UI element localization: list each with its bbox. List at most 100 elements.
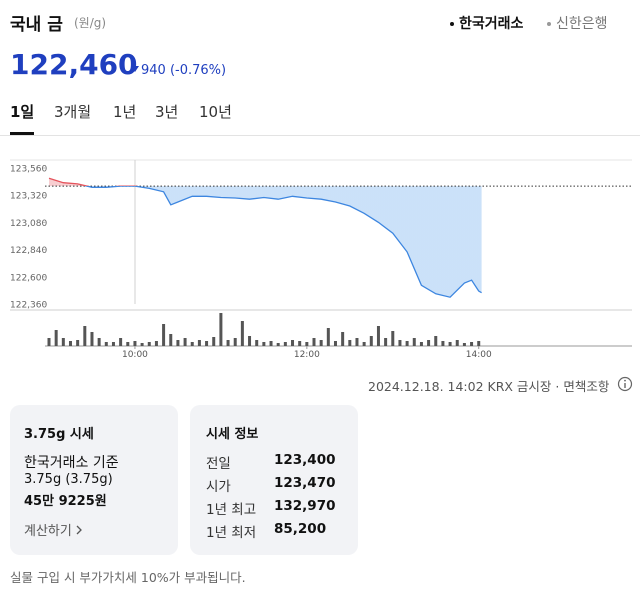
y-tick-label: 123,320 [10, 192, 47, 202]
volume-bar [54, 330, 58, 346]
volume-bar [298, 341, 302, 346]
y-tick-label: 122,840 [10, 246, 47, 256]
volume-bar [455, 340, 459, 346]
price-line [48, 177, 482, 298]
info-value: 132,970 [274, 498, 336, 514]
info-label: 시가 [206, 479, 231, 495]
unit: (원/g) [74, 16, 107, 30]
card-amount: 45만 9225원 [24, 494, 107, 509]
volume-bar [470, 342, 474, 346]
y-tick-label: 122,600 [10, 273, 47, 283]
volume-bar [97, 338, 101, 346]
volume-bar [104, 342, 108, 346]
info-value: 123,400 [274, 452, 336, 468]
card-weight: 3.75g (3.75g) [24, 472, 113, 487]
volume-bar [240, 321, 244, 346]
calc-button[interactable]: 계산하기 [24, 520, 83, 539]
volume-bar [369, 336, 373, 346]
volume-bar [212, 337, 216, 346]
volume-bar [169, 334, 173, 346]
info-label: 전일 [206, 456, 231, 472]
source-label: 신한은행 [556, 16, 608, 32]
volume-bar [405, 341, 409, 346]
period-tab[interactable]: 1일 [10, 103, 35, 121]
source-tab[interactable]: 신한은행 [547, 13, 608, 33]
volume-bar [162, 324, 166, 346]
volume-bar [448, 342, 452, 346]
tab-underline [10, 132, 34, 135]
volume-bar [76, 340, 80, 346]
down-arrow [131, 66, 139, 72]
volume-bar [326, 328, 330, 346]
volume-bar [154, 341, 158, 346]
volume-bar [111, 342, 115, 346]
volume-bar [226, 340, 230, 346]
volume-bar [312, 338, 316, 346]
x-tick-label: 14:00 [466, 350, 492, 360]
volume-bar [348, 340, 352, 346]
volume-bar [140, 343, 144, 346]
card-title: 3.75g 시세 [24, 427, 94, 442]
volume-bar [376, 326, 380, 346]
y-tick-label: 123,080 [10, 219, 47, 229]
x-tick-label: 10:00 [122, 350, 148, 360]
volume-bar [219, 313, 223, 346]
volume-bar [61, 338, 65, 346]
area-fill [49, 178, 482, 298]
volume-bar [262, 342, 266, 346]
timestamp: 2024.12.18. 14:02 KRX 금시장 · 면책조항 [368, 379, 610, 394]
volume-bar [255, 340, 259, 346]
volume-bar [477, 341, 481, 346]
volume-bar [391, 331, 395, 346]
volume-bar [412, 338, 416, 346]
info-icon[interactable] [617, 376, 633, 392]
volume-bar [197, 340, 201, 346]
info-label: 1년 최고 [206, 502, 257, 518]
volume-bar [305, 342, 309, 346]
info-card: 시세 정보 전일 123,400 시가 123,470 1년 최고 132,970 1년 최… [190, 405, 358, 555]
volume-bar [276, 343, 280, 346]
period-tab[interactable]: 10년 [199, 103, 232, 121]
source-label: 한국거래소 [459, 16, 524, 32]
volume-bar [183, 338, 187, 346]
volume-bar [90, 332, 94, 346]
volume-bar [427, 340, 431, 346]
volume-bar [83, 326, 87, 346]
divider [0, 135, 640, 136]
volume-bar [269, 341, 273, 346]
volume-bar [333, 341, 337, 346]
price-card: 3.75g 시세 한국거래소 기준 3.75g (3.75g) 45만 9225… [10, 405, 178, 555]
calc-label: 계산하기 [24, 524, 72, 539]
info-value: 123,470 [274, 475, 336, 491]
volume-bar [419, 342, 423, 346]
volume-bar [147, 342, 151, 346]
volume-bar [462, 343, 466, 346]
volume-bar [441, 341, 445, 346]
volume-bar [233, 338, 237, 346]
period-tab[interactable]: 3년 [155, 103, 179, 121]
volume-bar [434, 336, 438, 346]
volume-bar [176, 340, 180, 346]
y-tick-label: 123,560 [10, 165, 47, 175]
price: 122,460 [10, 48, 138, 81]
volume-bar [291, 340, 295, 346]
volume-bar [68, 341, 72, 346]
volume-bar [384, 338, 388, 346]
info-label: 1년 최저 [206, 525, 257, 541]
volume-bar [319, 340, 323, 346]
disclaimer-link[interactable]: 면책조항 [563, 379, 610, 394]
volume-bar [283, 342, 287, 346]
volume-bar [119, 338, 123, 346]
period-tab[interactable]: 3개월 [54, 103, 92, 121]
x-tick-label: 12:00 [294, 350, 320, 360]
card-title: 시세 정보 [206, 427, 259, 442]
source-tab[interactable]: 한국거래소 [450, 13, 523, 33]
title: 국내 금 [10, 15, 63, 35]
period-tab[interactable]: 1년 [113, 103, 137, 121]
card-basis: 한국거래소 기준 [24, 455, 119, 471]
volume-bar [126, 342, 130, 346]
y-tick-label: 122,360 [10, 301, 47, 311]
volume-bar [205, 341, 209, 346]
info-value: 85,200 [274, 521, 327, 537]
